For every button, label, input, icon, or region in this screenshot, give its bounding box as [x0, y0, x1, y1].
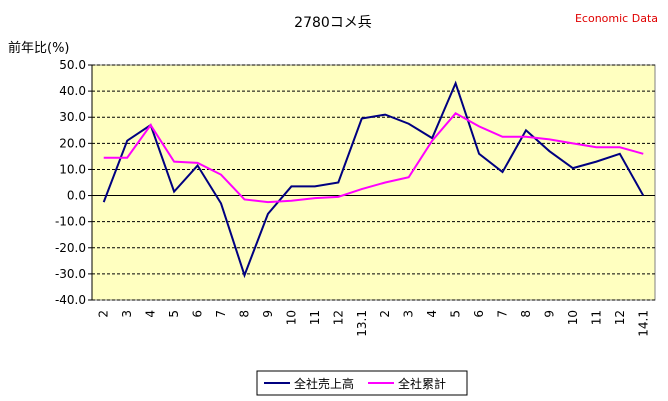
x-tick-label: 2	[378, 310, 392, 318]
plot-area	[91, 64, 656, 301]
x-tick-label: 12	[331, 310, 345, 325]
x-tick-label: 5	[449, 310, 463, 318]
y-tick-label: -10.0	[55, 215, 86, 229]
x-tick-label: 8	[237, 310, 251, 318]
y-tick-label: 0.0	[67, 189, 86, 203]
legend-box	[256, 370, 468, 396]
x-tick-label: 14.1	[636, 310, 650, 337]
x-tick-label: 7	[214, 310, 228, 318]
x-tick-label: 12	[613, 310, 627, 325]
x-tick-label: 8	[519, 310, 533, 318]
y-tick-label: 30.0	[59, 110, 86, 124]
x-tick-label: 11	[589, 310, 603, 325]
x-tick-label: 10	[284, 310, 298, 325]
y-tick-label: 20.0	[59, 136, 86, 150]
x-tick-label: 4	[144, 310, 158, 318]
x-tick-label: 6	[191, 310, 205, 318]
y-tick-label: -30.0	[55, 267, 86, 281]
y-tick-label: 40.0	[59, 84, 86, 98]
series-line	[102, 80, 645, 279]
x-tick-label: 13.1	[355, 310, 369, 337]
y-tick-label: -20.0	[55, 241, 86, 255]
legend-label: 全社売上高	[294, 376, 354, 391]
x-tick-label: 3	[402, 310, 416, 318]
x-tick-label: 11	[308, 310, 322, 325]
x-tick-label: 3	[120, 310, 134, 318]
x-tick-label: 9	[261, 310, 275, 318]
y-axis-label: 前年比(%)	[8, 40, 70, 56]
x-tick-label: 10	[566, 310, 580, 325]
legend: 全社売上高 全社累計	[256, 370, 468, 396]
legend-label: 全社累計	[398, 376, 446, 391]
source: Economic Data	[575, 12, 658, 25]
y-tick-label: 10.0	[59, 162, 86, 176]
y-tick-label: -40.0	[55, 293, 86, 307]
x-tick-label: 5	[167, 310, 181, 318]
x-tick-label: 7	[496, 310, 510, 318]
x-tick-label: 9	[542, 310, 556, 318]
x-tick-label: 4	[425, 310, 439, 318]
x-tick-label: 6	[472, 310, 486, 318]
x-tick-label: 2	[97, 310, 111, 318]
y-tick-label: 50.0	[59, 58, 86, 72]
chart-title: 2780コメ兵	[294, 15, 372, 31]
series-line	[103, 112, 644, 204]
